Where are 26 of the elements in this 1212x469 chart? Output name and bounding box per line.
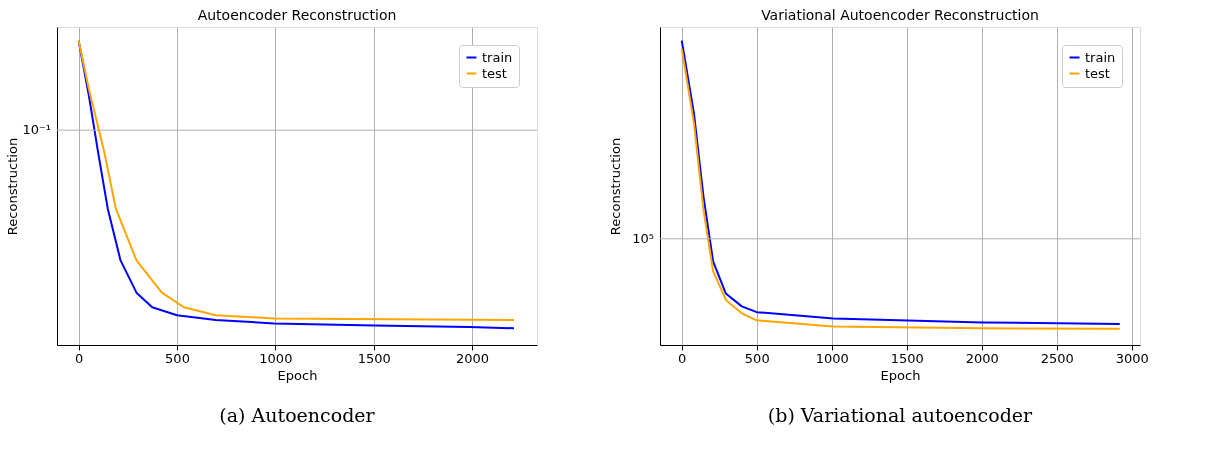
legend-label: train (1085, 49, 1116, 65)
x-tick-label: 2500 (1040, 350, 1074, 366)
ref-line-label: 10⁵ (632, 230, 654, 246)
x-tick-label: 1000 (815, 350, 849, 366)
chart-title: Autoencoder Reconstruction (197, 7, 397, 23)
text: (b) Variational autoencoder (767, 404, 1034, 426)
chart-title: Variational Autoencoder Reconstruction (761, 7, 1039, 23)
x-tick-label: 1500 (357, 350, 391, 366)
legend-label: test (1085, 65, 1110, 81)
x-tick-label: 1500 (890, 350, 924, 366)
y-axis-title: Reconstruction (4, 137, 20, 236)
x-tick-label: 3000 (1115, 350, 1149, 366)
y-axis-title: Reconstruction (607, 137, 623, 236)
x-axis-title: Epoch (880, 367, 921, 383)
x-tick-label: 0 (678, 350, 687, 366)
x-tick-label: 500 (744, 350, 770, 366)
legend-label: test (482, 65, 507, 81)
ref-line-label: 10⁻¹ (22, 122, 51, 138)
x-tick-label: 0 (75, 350, 84, 366)
x-axis-title: Epoch (277, 367, 318, 383)
x-tick-label: 1000 (259, 350, 293, 366)
x-tick-label: 500 (165, 350, 190, 366)
x-tick-label: 2000 (965, 350, 999, 366)
legend-label: train (482, 49, 513, 65)
text: (a) Autoencoder (219, 404, 376, 426)
x-tick-label: 2000 (456, 350, 490, 366)
